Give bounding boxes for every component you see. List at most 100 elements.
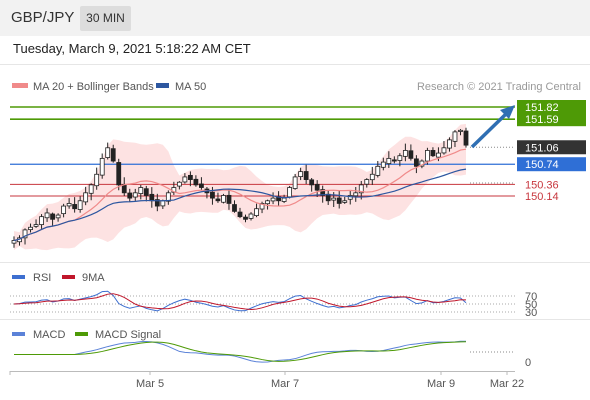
timeframe-button[interactable]: 30 MIN [80, 6, 131, 31]
candle-body [320, 189, 326, 196]
candle-body [331, 197, 337, 201]
candle-body [160, 200, 166, 207]
symbol-title: GBP/JPY [11, 9, 75, 26]
candle-body [364, 179, 370, 185]
candle-body [165, 192, 171, 202]
ma20-legend-swatch [12, 83, 28, 88]
resistance-2-label: 151.59 [525, 114, 559, 126]
candle-body [254, 208, 259, 216]
candle-body [187, 174, 193, 180]
macd-signal-line [14, 341, 467, 362]
copyright-label: Research © 2021 Trading Central [417, 81, 581, 93]
candle-body [50, 213, 55, 220]
chart-datetime: Tuesday, March 9, 2021 5:18:22 AM CET [13, 41, 251, 56]
candle-body [281, 197, 287, 202]
rsi-legend-swatch [12, 275, 25, 279]
candle-body [39, 216, 44, 226]
x-tick-label: Mar 9 [427, 378, 455, 390]
rsi-level-70: 70 [525, 291, 537, 303]
candle-body [99, 157, 105, 176]
rsi-legend-label: RSI [33, 272, 51, 284]
rsi-ma-legend-swatch [62, 275, 75, 279]
candle-body [259, 203, 265, 210]
candle-body [127, 192, 133, 199]
rsi-ma-legend-label: 9MA [82, 272, 105, 284]
candle-body [132, 192, 138, 198]
candle-body [413, 158, 419, 167]
rsi-ma-line [13, 293, 467, 311]
support-1-label: 150.36 [525, 179, 559, 191]
candle-body [105, 147, 111, 158]
ma50-line [13, 168, 467, 242]
candle-body [215, 198, 221, 202]
ma50-legend-swatch [156, 83, 169, 88]
candle-body [336, 197, 342, 204]
candle-body [243, 216, 248, 220]
pivot-label: 150.74 [525, 159, 559, 171]
candle-body [436, 152, 441, 158]
ma20-legend-label: MA 20 + Bollinger Bands [33, 81, 154, 93]
candle-body [386, 157, 392, 165]
candle-body [402, 150, 408, 157]
candle-body [116, 162, 122, 186]
bollinger-band-area [14, 123, 466, 251]
candle-body [88, 184, 94, 194]
candle-body [44, 212, 50, 219]
target-arrow-head [500, 105, 515, 119]
candle-body [77, 200, 83, 210]
candle-body [248, 213, 254, 219]
rsi-level-50: 50 [525, 299, 537, 311]
candle-body [375, 165, 381, 176]
resistance-1-label: 151.82 [525, 102, 559, 114]
resistance-2-label-bg [517, 112, 586, 127]
candle-body [353, 192, 359, 197]
candle-body [28, 226, 33, 231]
candle-body [447, 139, 452, 149]
candle-body [397, 155, 403, 161]
target-arrow-shaft [470, 110, 510, 149]
candle-body [61, 205, 67, 215]
candle-body [66, 203, 72, 207]
candle-body [138, 187, 144, 194]
support-2-label: 150.14 [525, 191, 559, 203]
candle-body [292, 176, 298, 189]
macd-signal-legend-label: MACD Signal [95, 329, 161, 341]
candle-body [458, 129, 463, 132]
candle-body [210, 191, 215, 199]
candle-body [441, 147, 447, 154]
candle-body [303, 171, 309, 180]
candle-body [94, 173, 100, 187]
candle-body [11, 240, 17, 244]
candle-body [193, 178, 199, 186]
candle-body [221, 195, 226, 203]
candle-body [314, 183, 320, 191]
candle-body [149, 193, 155, 202]
candle-body [309, 179, 315, 186]
candle-body [154, 199, 160, 207]
macd-legend-swatch [12, 332, 25, 336]
x-tick-label: Mar 5 [136, 378, 164, 390]
candle-body [452, 131, 458, 142]
candle-body [391, 159, 397, 162]
candle-body [342, 200, 348, 203]
candle-body [287, 187, 293, 198]
ma50-legend-label: MA 50 [175, 81, 206, 93]
candle-body [430, 150, 436, 157]
resistance-1-label-bg [517, 100, 586, 114]
rsi-level-30: 30 [525, 307, 537, 319]
candle-body [265, 200, 270, 205]
rsi-line [13, 290, 467, 312]
candle-body [55, 214, 61, 219]
candle-body [182, 176, 188, 183]
macd-line [14, 340, 466, 363]
candle-body [83, 192, 89, 203]
candle-body [22, 229, 28, 239]
x-tick-label: Mar 7 [271, 378, 299, 390]
candle-body [176, 181, 182, 187]
x-tick-label: Mar 22 [490, 378, 524, 390]
candle-body [72, 204, 78, 210]
candle-body [110, 148, 116, 162]
candle-body [408, 150, 414, 159]
macd-legend-label: MACD [33, 329, 65, 341]
